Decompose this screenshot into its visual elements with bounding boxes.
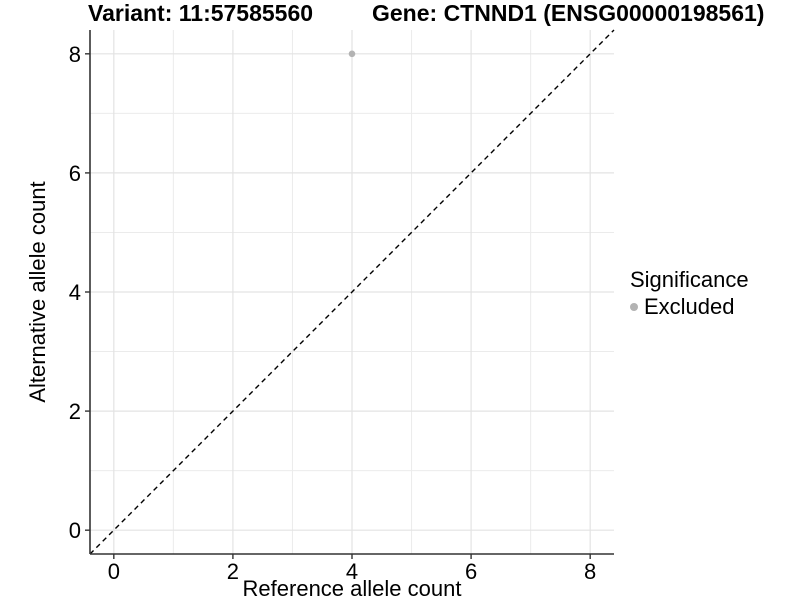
gene-title: Gene: CTNND1 (ENSG00000198561): [372, 0, 765, 26]
y-axis-title: Alternative allele count: [24, 181, 50, 403]
y-tick-label: 0: [69, 518, 81, 543]
y-tick-label: 6: [69, 161, 81, 186]
excluded-point-icon: [630, 303, 638, 312]
data-point: [348, 50, 356, 58]
y-tick-label: 4: [69, 280, 81, 305]
legend: Significance Excluded: [630, 267, 749, 319]
y-tick-label: 8: [69, 42, 81, 67]
x-tick-label: 0: [108, 559, 120, 584]
legend-item-excluded: Excluded: [630, 295, 749, 319]
identity-dashed-line: [89, 29, 615, 555]
legend-item-label: Excluded: [644, 294, 735, 320]
x-tick-label: 2: [227, 559, 239, 584]
x-tick-label: 6: [465, 559, 477, 584]
variant-title: Variant: 11:57585560: [88, 0, 314, 26]
y-tick-label: 2: [69, 399, 81, 424]
x-tick-label: 4: [346, 559, 358, 584]
x-axis-title: Reference allele count: [242, 576, 462, 601]
legend-title: Significance: [630, 267, 749, 292]
x-tick-label: 8: [584, 559, 596, 584]
